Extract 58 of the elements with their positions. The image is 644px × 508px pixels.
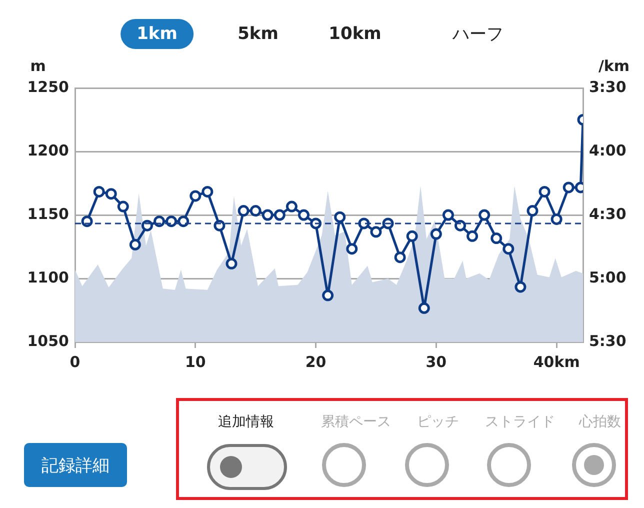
y2-axis-title: /km [598, 56, 630, 75]
y-axis-title: m [30, 56, 46, 75]
point [202, 186, 214, 198]
point [526, 205, 538, 217]
point [514, 281, 526, 293]
y-tick-label: 1100 [27, 268, 69, 286]
point [346, 243, 358, 255]
point [538, 186, 550, 198]
y-tick-label: 1150 [27, 204, 69, 223]
point [490, 232, 502, 244]
point [250, 205, 262, 217]
point [262, 209, 274, 221]
point [478, 209, 490, 221]
point [274, 209, 286, 221]
point [370, 226, 382, 238]
point [226, 258, 238, 270]
x-tick-label: 20 [305, 352, 326, 371]
text: 5km [238, 24, 278, 44]
x-tick-label: 10 [184, 352, 206, 371]
point [394, 252, 406, 264]
text: 1km [120, 19, 194, 49]
point [442, 209, 454, 221]
point [93, 186, 105, 198]
point [129, 238, 141, 250]
text: ストライド [485, 413, 555, 431]
point [418, 302, 430, 314]
text: 追加情報 [218, 413, 274, 431]
point [322, 290, 334, 302]
point [117, 200, 129, 212]
point [105, 188, 117, 200]
text: ピッチ [417, 413, 459, 431]
point [298, 209, 310, 221]
point [334, 211, 346, 223]
point [562, 182, 574, 194]
text: 10km [328, 24, 382, 44]
text: 記録詳細 [24, 443, 127, 487]
y2-tick-label: 5:30 [589, 332, 626, 350]
text: 心拍数 [579, 413, 621, 431]
y-tick-label: 1050 [27, 332, 69, 350]
point [550, 213, 562, 225]
y2-tick-label: 4:30 [589, 204, 626, 223]
text: ハーフ [452, 24, 504, 46]
x-tick-label: 0 [70, 352, 80, 371]
point [430, 228, 442, 240]
point [238, 205, 250, 217]
y2-tick-label: 4:00 [589, 141, 626, 160]
x-tick-label: 30 [426, 352, 447, 371]
point [466, 230, 478, 242]
point [286, 200, 298, 212]
y-tick-label: 1200 [27, 141, 69, 160]
point [502, 243, 514, 255]
y2-tick-label: 3:30 [589, 78, 626, 96]
text: 累積ペース [321, 413, 391, 431]
point [406, 230, 418, 242]
x-tick-label: 40km [533, 352, 580, 371]
point [190, 190, 202, 202]
y-tick-label: 1250 [27, 78, 69, 96]
y2-tick-label: 5:00 [589, 268, 626, 286]
